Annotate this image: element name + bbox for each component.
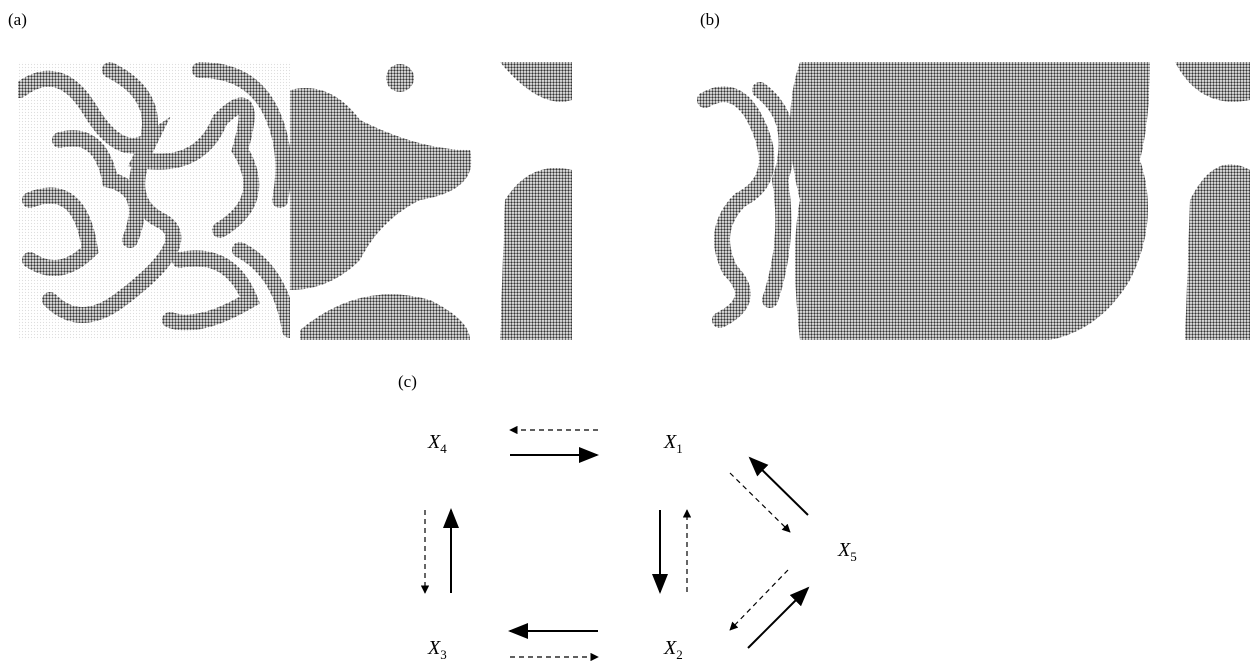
node-index: 3	[440, 647, 447, 662]
arrow	[750, 458, 808, 515]
node-symbol: X	[663, 637, 677, 659]
svg-text:X5: X5	[837, 539, 857, 564]
page: (a) (b) (c) X4 X1 X5 X3 X2	[0, 0, 1250, 667]
node-symbol: X	[663, 431, 677, 453]
arrow	[730, 473, 790, 532]
arrow	[748, 588, 808, 648]
node-x1: X1	[663, 431, 683, 456]
svg-text:X1: X1	[663, 431, 683, 456]
node-x5: X5	[837, 539, 857, 564]
pattern-image-b	[705, 62, 1250, 340]
svg-text:X2: X2	[663, 637, 683, 662]
node-index: 2	[676, 647, 683, 662]
node-symbol: X	[837, 539, 851, 561]
panel-label: (b)	[700, 10, 720, 29]
svg-text:X4: X4	[427, 431, 447, 456]
node-index: 1	[676, 441, 683, 456]
panel-label: (c)	[398, 372, 417, 391]
panel-label: (a)	[8, 10, 27, 29]
pattern-image-a	[18, 62, 572, 340]
svg-text:X3: X3	[427, 637, 447, 662]
node-x3: X3	[427, 637, 447, 662]
arrow	[730, 570, 788, 630]
figure: (a) (b) (c) X4 X1 X5 X3 X2	[0, 0, 1250, 667]
arrows	[425, 430, 808, 657]
node-x4: X4	[427, 431, 447, 456]
node-index: 5	[850, 549, 857, 564]
node-symbol: X	[427, 637, 441, 659]
node-x2: X2	[663, 637, 683, 662]
node-symbol: X	[427, 431, 441, 453]
node-index: 4	[440, 441, 447, 456]
